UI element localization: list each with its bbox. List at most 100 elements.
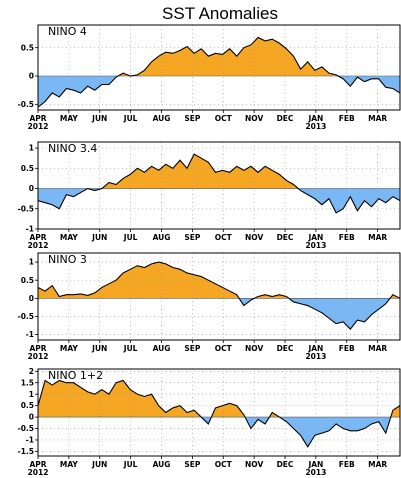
x-tick-label: JAN	[307, 460, 323, 469]
x-tick-label: APR	[29, 344, 46, 353]
x-tick-label: MAY	[60, 460, 79, 469]
negative-anomaly-area	[38, 417, 400, 447]
x-tick-label: AUG	[153, 460, 171, 469]
x-tick-label: SEP	[184, 344, 201, 353]
x-year-label: 2012	[28, 241, 49, 250]
x-tick-label: MAR	[368, 233, 387, 242]
x-year-label: 2013	[305, 468, 326, 477]
x-tick-label: MAY	[60, 344, 79, 353]
y-tick-label: -1	[26, 436, 34, 445]
x-tick-label: SEP	[184, 114, 201, 123]
x-tick-label: JAN	[307, 344, 323, 353]
x-tick-label: FEB	[339, 460, 355, 469]
y-tick-label: -1	[26, 330, 34, 339]
panel-4: -1.5 -1 -0.5 0 0.5 1 1.5 2 APR MAY JUN JUL AUG SEP OCT…	[18, 367, 401, 477]
x-tick-label: DEC	[277, 344, 294, 353]
y-tick-label: 0	[29, 184, 34, 193]
chart-panels: -0.5 0 0.5 APR MAY JUN JUL AUG SEP OCT NOV DEC JAN FE…	[18, 24, 401, 477]
x-tick-label: AUG	[153, 233, 171, 242]
panel-label: NINO 3	[48, 253, 87, 266]
y-tick-label: -1.5	[18, 447, 34, 456]
y-tick-label: 1	[29, 144, 34, 153]
x-tick-label: OCT	[215, 233, 233, 242]
x-tick-label: JUL	[123, 233, 138, 242]
x-tick-label: OCT	[215, 114, 233, 123]
x-tick-label: JAN	[307, 233, 323, 242]
x-tick-label: JUL	[123, 460, 138, 469]
y-tick-label: -0.5	[18, 204, 34, 213]
panel-1: -0.5 0 0.5 APR MAY JUN JUL AUG SEP OCT NOV DEC JAN FE…	[18, 24, 401, 131]
x-year-label: 2013	[305, 352, 326, 361]
x-tick-label: JUN	[91, 460, 107, 469]
x-tick-label: DEC	[277, 114, 294, 123]
x-tick-label: SEP	[184, 460, 201, 469]
x-year-label: 2012	[28, 122, 49, 131]
y-tick-label: -0.5	[18, 424, 34, 433]
y-tick-label: 0	[29, 413, 34, 422]
panel-frame	[37, 368, 401, 457]
x-tick-label: NOV	[245, 233, 263, 242]
x-year-label: 2012	[28, 352, 49, 361]
panel-frame	[37, 24, 401, 111]
x-tick-label: OCT	[215, 460, 233, 469]
x-year-label: 2013	[305, 241, 326, 250]
anomaly-line	[38, 36, 400, 108]
x-tick-label: MAY	[60, 233, 79, 242]
x-tick-label: JUL	[123, 114, 138, 123]
x-tick-label: JUN	[91, 344, 107, 353]
anomaly-line	[38, 261, 400, 330]
x-tick-label: FEB	[339, 233, 355, 242]
y-tick-label: 0.5	[21, 401, 34, 410]
x-tick-label: JUN	[91, 114, 107, 123]
y-tick-label: 0.5	[21, 43, 34, 52]
x-tick-label: JUL	[123, 344, 138, 353]
x-tick-label: AUG	[153, 114, 171, 123]
x-tick-label: APR	[29, 114, 46, 123]
area-fills	[38, 380, 400, 447]
y-tick-label: -1	[26, 225, 34, 234]
panel-2: -1 -0.5 0 0.5 1 APR MAY JUN JUL AUG SEP OCT NOV DEC JA…	[18, 141, 401, 250]
x-tick-label: AUG	[153, 344, 171, 353]
x-tick-label: OCT	[215, 344, 233, 353]
x-tick-label: DEC	[277, 233, 294, 242]
figure-title: SST Anomalies	[162, 4, 278, 23]
y-tick-label: 1	[29, 390, 34, 399]
area-fills	[38, 262, 400, 330]
grid	[37, 369, 400, 456]
x-tick-label: MAY	[60, 114, 79, 123]
panel-label: NINO 4	[48, 25, 87, 38]
x-tick-label: DEC	[277, 460, 294, 469]
x-year-label: 2012	[28, 468, 49, 477]
panel-label: NINO 3.4	[48, 142, 97, 155]
y-tick-label: 1.5	[21, 378, 34, 387]
x-tick-label: APR	[29, 233, 46, 242]
y-tick-label: 2	[29, 367, 34, 376]
anomaly-line	[38, 153, 400, 214]
x-tick-label: NOV	[245, 114, 263, 123]
x-tick-label: MAR	[368, 114, 387, 123]
positive-anomaly-area	[101, 154, 299, 189]
x-tick-label: JAN	[307, 114, 323, 123]
anomaly-line	[38, 379, 400, 448]
x-tick-label: NOV	[245, 344, 263, 353]
positive-anomaly-area	[38, 262, 400, 299]
x-tick-label: NOV	[245, 460, 263, 469]
area-fills	[38, 37, 400, 108]
panel-frame	[37, 141, 401, 230]
positive-anomaly-area	[38, 380, 400, 418]
panel-3: -1 -0.5 0 0.5 1 APR MAY JUN JUL AUG SEP OCT NOV DEC JA…	[18, 252, 401, 361]
grid	[37, 25, 400, 110]
x-tick-label: MAR	[368, 344, 387, 353]
x-year-label: 2013	[305, 122, 326, 131]
y-tick-label: 0.5	[21, 276, 34, 285]
y-tick-label: -0.5	[18, 100, 34, 109]
positive-anomaly-area	[38, 37, 400, 76]
y-tick-label: -0.5	[18, 312, 34, 321]
y-tick-label: 1	[29, 258, 34, 267]
negative-anomaly-area	[38, 188, 400, 213]
x-tick-label: FEB	[339, 114, 355, 123]
x-tick-label: APR	[29, 460, 46, 469]
x-tick-label: MAR	[368, 460, 387, 469]
area-fills	[38, 154, 400, 213]
